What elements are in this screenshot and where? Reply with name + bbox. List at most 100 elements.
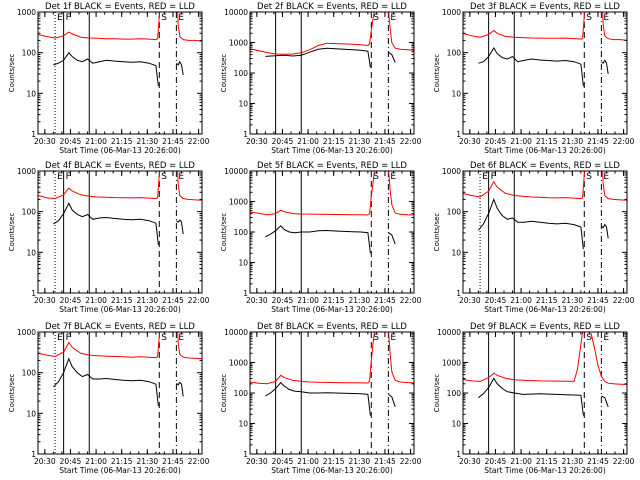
x-tick-label: 21:00 — [510, 137, 532, 146]
y-tick-label: 100 — [22, 49, 37, 58]
y-tick-label: 1 — [456, 289, 461, 298]
series-lld-line — [250, 171, 375, 216]
x-tick-label: 20:30 — [246, 137, 268, 146]
series-lld-line — [602, 171, 627, 201]
marker-label: S — [161, 333, 167, 343]
series-lld-line — [250, 12, 375, 55]
x-tick-label: 21:15 — [111, 296, 133, 305]
plot-frame — [37, 11, 203, 135]
marker-label: E — [57, 172, 63, 182]
y-tick-label: 100 — [234, 389, 249, 398]
x-tick-label: 21:15 — [536, 296, 558, 305]
x-tick-label: 21:45 — [162, 457, 184, 466]
marker-label: E — [178, 13, 184, 23]
x-tick-label: 21:45 — [587, 457, 609, 466]
x-tick-label: 20:45 — [485, 457, 507, 466]
y-tick-label: 10000 — [437, 328, 461, 337]
plot-frame — [249, 11, 415, 135]
marker-label: F — [66, 172, 71, 182]
series-events-line — [388, 51, 396, 63]
y-axis-label: Counts/sec — [220, 54, 228, 93]
x-tick-label: 22:00 — [400, 457, 422, 466]
x-tick-label: 20:45 — [272, 137, 294, 146]
y-tick-label: 100 — [447, 389, 462, 398]
x-tick-label: 21:30 — [349, 296, 371, 305]
series-lld-line — [388, 12, 414, 51]
series-lld-line — [602, 12, 627, 41]
x-tick-label: 20:30 — [246, 457, 268, 466]
y-tick-label: 10 — [26, 248, 36, 257]
marker-label: E — [390, 13, 396, 23]
y-tick-label: 100 — [22, 208, 37, 217]
y-axis-label: Counts/sec — [8, 54, 16, 93]
x-axis-label: Start Time (06-Mar-13 20:26:00) — [271, 146, 393, 155]
x-tick-label: 20:30 — [34, 296, 56, 305]
series-lld-line — [250, 332, 375, 385]
x-tick-label: 21:15 — [536, 137, 558, 146]
marker-label: F — [66, 13, 71, 23]
plot-frame — [249, 170, 415, 294]
marker-label: E — [57, 13, 63, 23]
marker-label: S — [586, 172, 592, 182]
series-lld-line — [177, 12, 202, 42]
x-tick-label: 22:00 — [400, 137, 422, 146]
y-tick-label: 1 — [243, 130, 248, 139]
x-tick-label: 21:00 — [85, 137, 107, 146]
series-events-line — [176, 219, 184, 235]
panel-title: Det 7f BLACK = Events, RED = LLD — [45, 322, 195, 332]
x-tick-label: 21:15 — [323, 457, 345, 466]
x-tick-label: 21:45 — [162, 137, 184, 146]
y-tick-label: 100 — [234, 69, 249, 78]
x-tick-label: 21:30 — [562, 457, 584, 466]
marker-label: E — [482, 172, 488, 182]
y-tick-label: 10 — [451, 420, 461, 429]
y-tick-label: 1 — [31, 450, 36, 459]
x-tick-label: 21:00 — [85, 457, 107, 466]
y-tick-label: 10 — [451, 248, 461, 257]
x-tick-label: 21:15 — [111, 457, 133, 466]
y-tick-label: 1 — [243, 450, 248, 459]
panel-title: Det 5f BLACK = Events, RED = LLD — [257, 161, 407, 171]
x-axis-label: Start Time (06-Mar-13 20:26:00) — [59, 466, 181, 475]
marker-label: E — [603, 172, 609, 182]
plot-frame — [37, 331, 203, 455]
marker-label: E — [178, 333, 184, 343]
panel-title: Det 3f BLACK = Events, RED = LLD — [470, 2, 620, 12]
x-tick-label: 20:30 — [459, 457, 481, 466]
x-tick-label: 21:00 — [297, 457, 319, 466]
y-tick-label: 10000 — [224, 167, 248, 176]
marker-label: F — [66, 333, 71, 343]
y-tick-label: 10000 — [224, 8, 248, 17]
x-tick-label: 20:45 — [60, 457, 82, 466]
marker-label: E — [390, 172, 396, 182]
series-events-line — [53, 51, 159, 87]
plot-frame — [37, 170, 203, 294]
marker-label: E — [603, 333, 609, 343]
x-tick-label: 22:00 — [188, 457, 210, 466]
series-lld-line — [177, 171, 202, 201]
x-tick-label: 20:45 — [272, 296, 294, 305]
y-tick-label: 10 — [238, 259, 248, 268]
y-tick-label: 1000 — [17, 328, 36, 337]
series-lld-line — [590, 333, 627, 385]
marker-label: S — [161, 172, 167, 182]
x-tick-label: 21:30 — [137, 296, 159, 305]
panel-title: Det 2f BLACK = Events, RED = LLD — [257, 2, 407, 12]
y-tick-label: 1000 — [442, 359, 461, 368]
marker-label: E — [603, 13, 609, 23]
y-axis-label: Counts/sec — [8, 374, 16, 413]
series-events-line — [265, 381, 371, 416]
x-tick-label: 21:45 — [374, 137, 396, 146]
x-tick-label: 20:45 — [485, 296, 507, 305]
x-tick-label: 22:00 — [188, 137, 210, 146]
series-lld-line — [38, 171, 161, 200]
series-events-line — [478, 197, 584, 250]
panel-title: Det 4f BLACK = Events, RED = LLD — [45, 161, 195, 171]
series-events-line — [176, 60, 184, 76]
y-tick-label: 1 — [31, 130, 36, 139]
x-tick-label: 21:15 — [111, 137, 133, 146]
y-axis-label: Counts/sec — [220, 213, 228, 252]
